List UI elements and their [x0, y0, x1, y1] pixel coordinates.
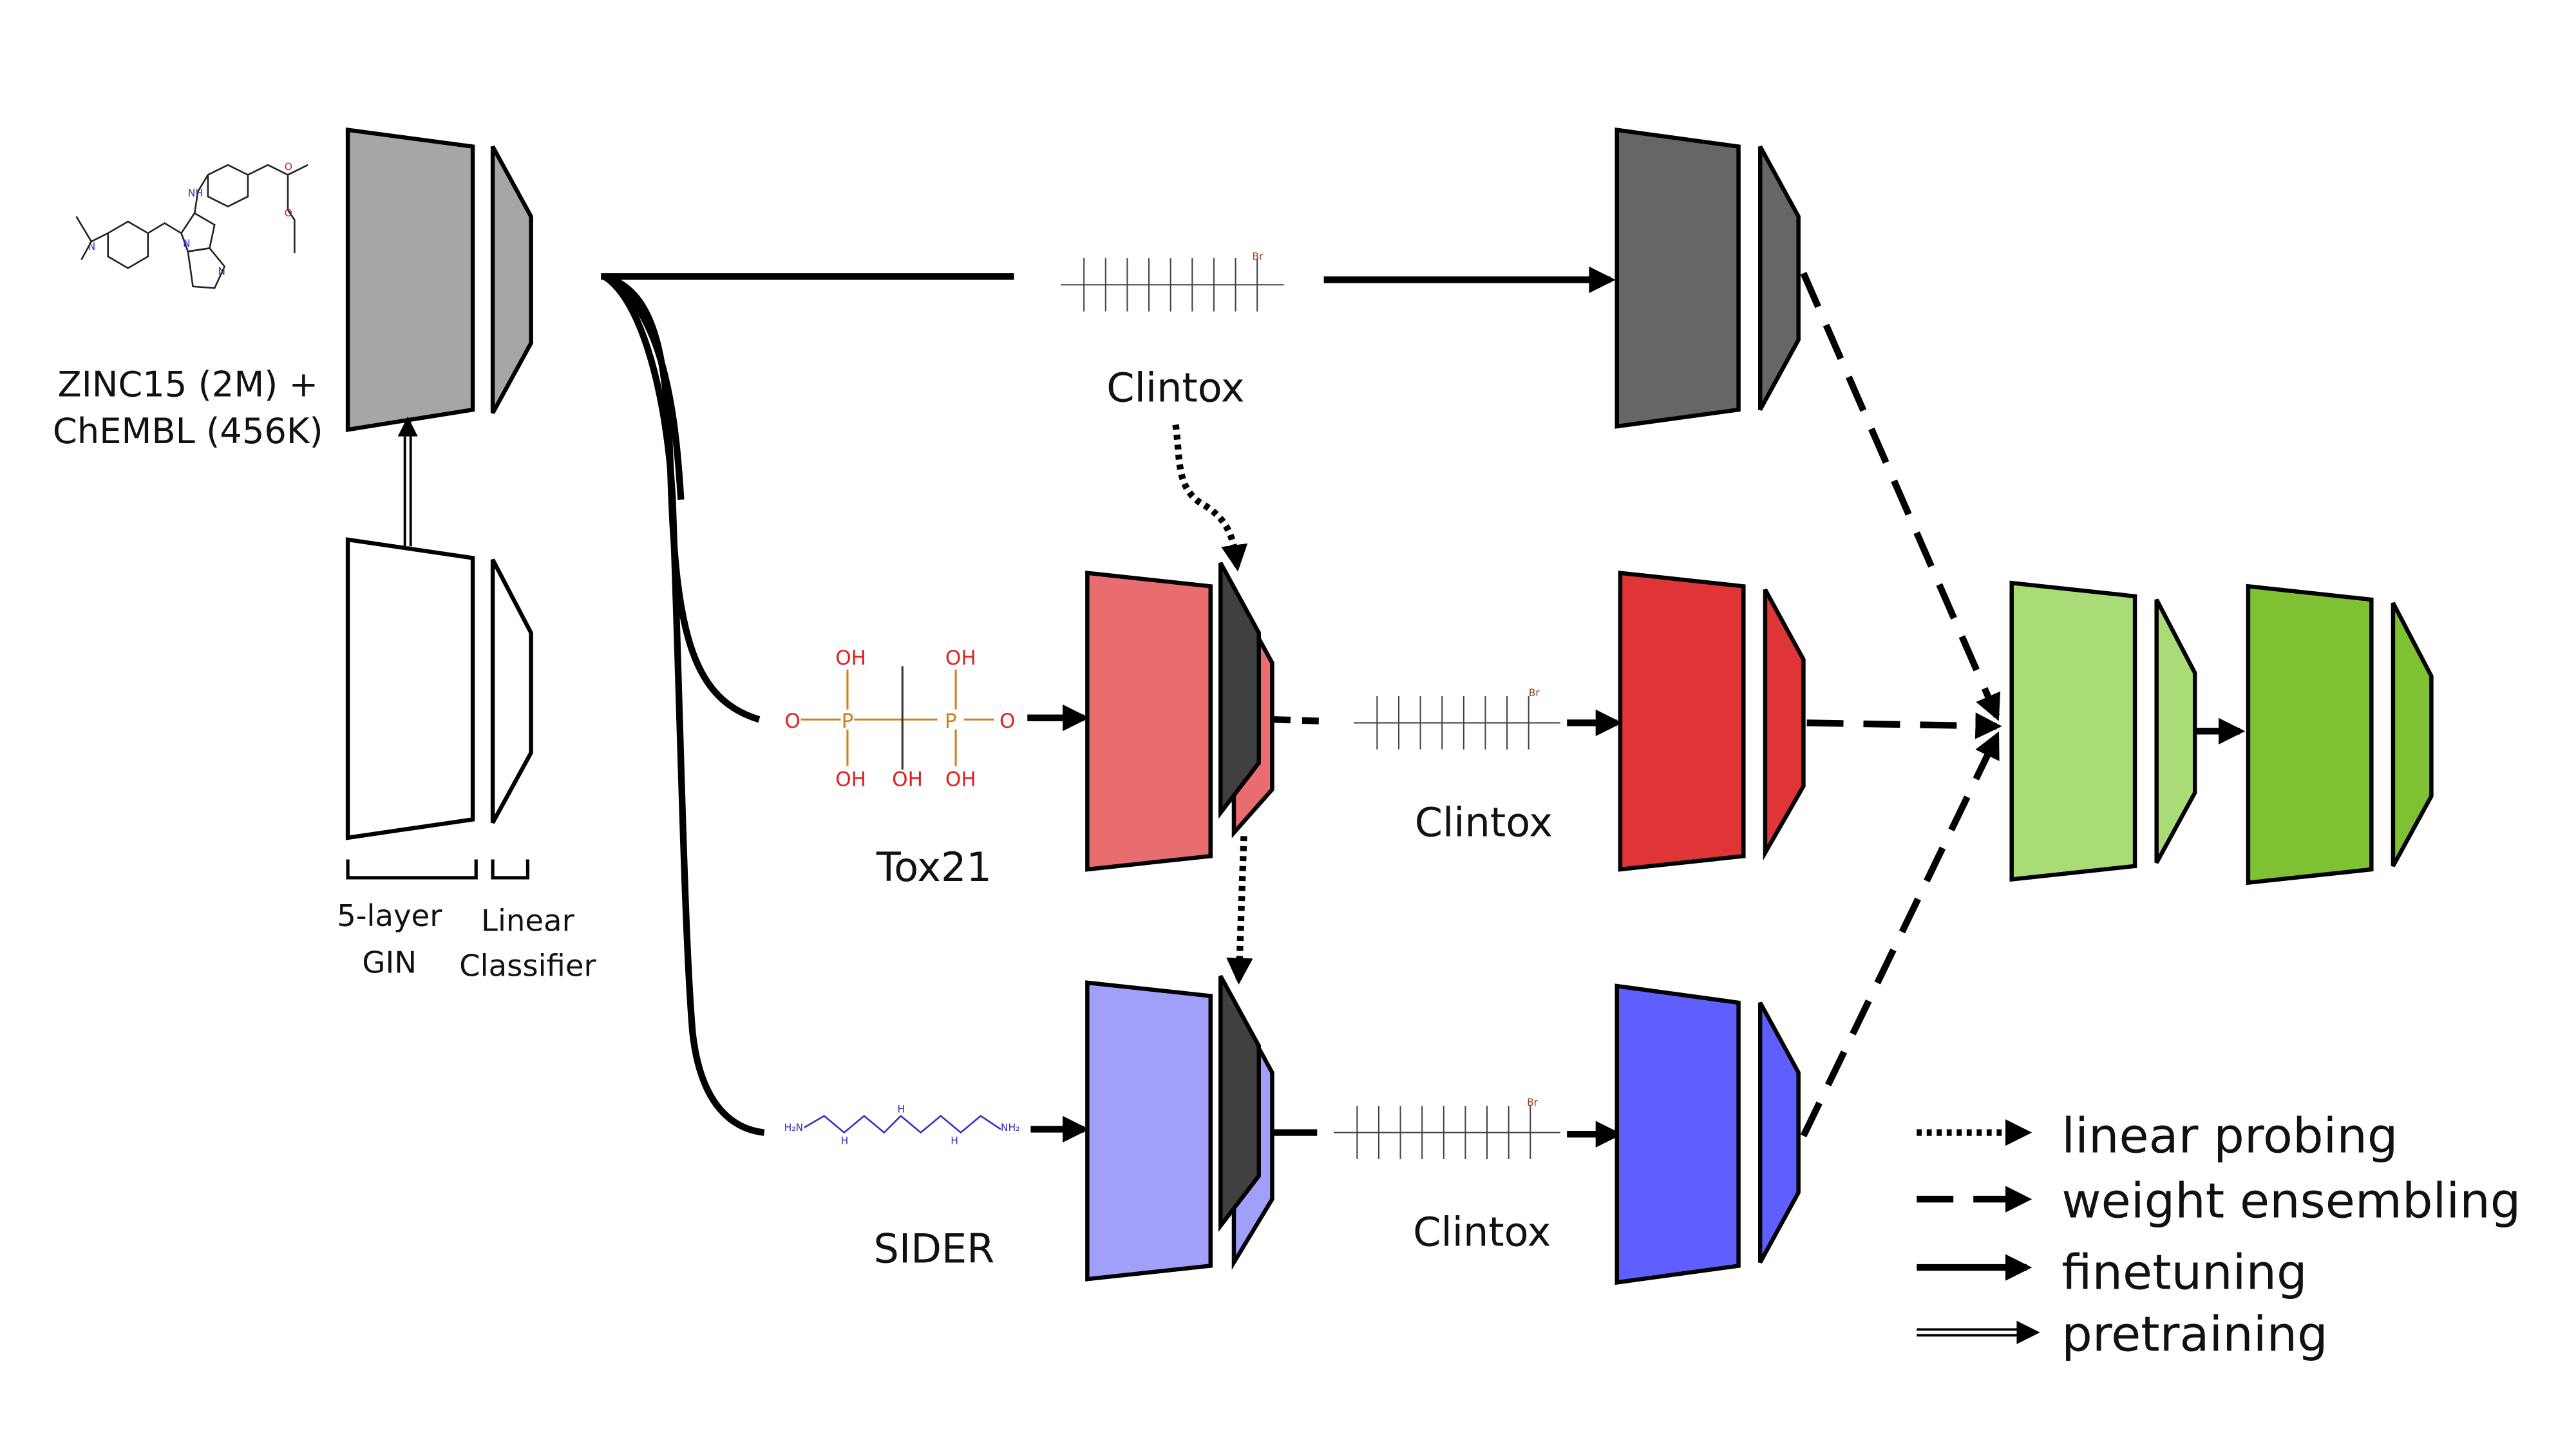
- clintox-gin-encoder-bot: [1615, 983, 1741, 1285]
- finetuning-branches: [601, 273, 1014, 1136]
- tox21-gin-encoder: [1085, 571, 1213, 872]
- gin-bracket: [346, 859, 478, 880]
- finetune-line-mid: [1273, 716, 1324, 724]
- ensembled-classifier: [2154, 598, 2197, 864]
- svg-text:OH: OH: [945, 647, 976, 670]
- sider-probed-head: [1218, 974, 1261, 1232]
- svg-text:H: H: [841, 1135, 849, 1147]
- task-clintox-top: Clintox: [1106, 364, 1244, 411]
- svg-text:O: O: [285, 161, 292, 173]
- clintox-classifier-bot: [1757, 1001, 1801, 1264]
- sider-molecule: [804, 1115, 1001, 1134]
- clintox-molecule-mid-br: Br: [1529, 687, 1540, 699]
- task-clintox-bot: Clintox: [1413, 1208, 1551, 1255]
- gin-label: 5-layer: [337, 898, 442, 933]
- initial-gin-encoder: [345, 537, 475, 840]
- legend: linear probing weight ensembling finetun…: [1917, 1108, 2521, 1362]
- svg-text:P: P: [842, 710, 854, 733]
- pretrain-molecule: [75, 164, 308, 289]
- svg-text:OH: OH: [835, 647, 866, 670]
- classifier-label-2: Classifier: [459, 949, 596, 983]
- pretrain-dataset-label-2: ChEMBL (456K): [53, 411, 323, 451]
- initial-linear-classifier: [490, 558, 533, 824]
- svg-text:H₂N: H₂N: [784, 1122, 803, 1133]
- svg-text:OH: OH: [835, 768, 866, 791]
- legend-pretraining-arrowhead: [2016, 1320, 2040, 1345]
- clintox-molecule-top-br: Br: [1252, 251, 1264, 262]
- svg-text:O: O: [999, 710, 1015, 733]
- legend-linear-probing-label: linear probing: [2061, 1108, 2398, 1164]
- pretrain-molecule-heteroatoms: N NH N O O N: [88, 161, 292, 278]
- final-classifier: [2391, 601, 2434, 867]
- pretrained-linear-classifier: [490, 146, 533, 414]
- linear-probing-arrow-mid: [1226, 836, 1253, 985]
- clintox-molecule-bot: [1334, 1106, 1560, 1159]
- task-tox21: Tox21: [876, 844, 992, 891]
- pretraining-arrow: [397, 416, 418, 547]
- sider-molecule-atoms: H₂N H H H NH₂: [784, 1104, 1020, 1147]
- svg-text:H: H: [951, 1135, 958, 1147]
- svg-text:O: O: [285, 207, 292, 219]
- tox21-probed-head: [1218, 562, 1261, 819]
- task-sider: SIDER: [874, 1225, 995, 1272]
- tox21-molecule: [800, 666, 994, 770]
- svg-text:H: H: [898, 1104, 905, 1115]
- clintox-molecule-bot-br: Br: [1527, 1097, 1539, 1108]
- svg-text:N: N: [218, 266, 225, 278]
- clintox-classifier-top: [1757, 146, 1801, 411]
- sider-gin-encoder: [1085, 980, 1213, 1282]
- clintox-gin-encoder-mid: [1618, 571, 1746, 872]
- weight-ensembling-arrows: [1800, 272, 2002, 1138]
- legend-finetuning-label: finetuning: [2061, 1244, 2307, 1301]
- clintox-molecule-top: [1060, 258, 1284, 312]
- svg-text:N: N: [88, 241, 96, 252]
- legend-pretraining-label: pretraining: [2061, 1305, 2328, 1362]
- pretrain-dataset-label: ZINC15 (2M) +: [58, 365, 319, 405]
- svg-text:OH: OH: [892, 768, 923, 791]
- gin-label-2: GIN: [362, 945, 417, 980]
- svg-text:N: N: [183, 238, 191, 249]
- classifier-label: Linear: [481, 904, 575, 938]
- svg-text:NH₂: NH₂: [1001, 1122, 1019, 1133]
- linear-probing-arrow-top: [1172, 424, 1248, 572]
- final-gin-encoder: [2246, 583, 2374, 886]
- svg-text:P: P: [945, 710, 957, 733]
- clintox-gin-encoder-top: [1615, 128, 1741, 429]
- svg-text:NH: NH: [188, 187, 203, 199]
- task-clintox-mid: Clintox: [1415, 799, 1553, 846]
- svg-text:O: O: [784, 710, 800, 733]
- svg-text:OH: OH: [945, 768, 976, 791]
- clintox-classifier-mid: [1763, 588, 1806, 861]
- clintox-molecule-mid: [1354, 696, 1560, 750]
- pretrained-gin-encoder: [345, 128, 475, 433]
- classifier-bracket: [491, 859, 529, 880]
- ensembled-gin-encoder: [2009, 580, 2137, 882]
- tox21-molecule-atoms: OH OH O O P P OH OH OH: [784, 647, 1015, 791]
- legend-weight-ensembling-label: weight ensembling: [2061, 1173, 2521, 1229]
